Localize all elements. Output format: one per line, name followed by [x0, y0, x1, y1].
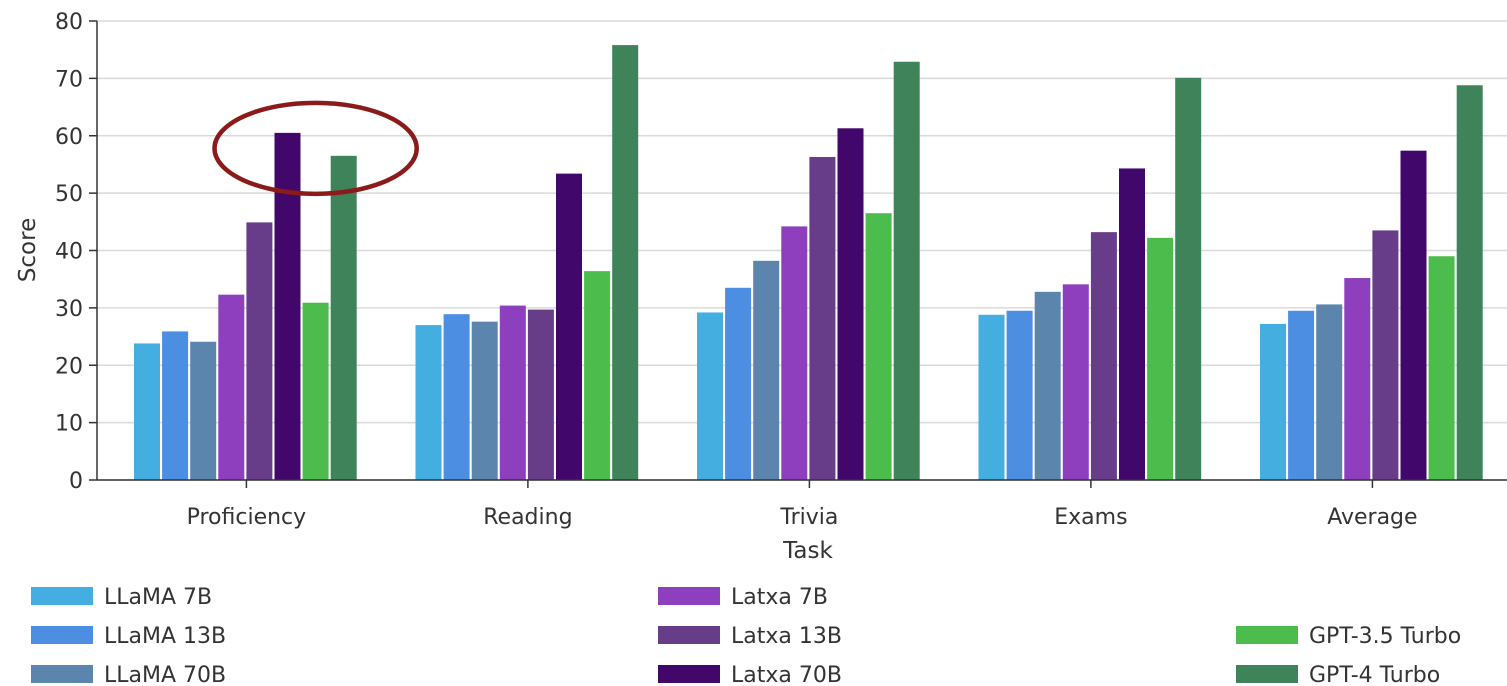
y-tick-label: 30 [55, 297, 83, 322]
bar-exams-llama-7b [978, 314, 1005, 480]
y-tick-label: 60 [55, 125, 83, 150]
legend-swatch [658, 665, 720, 683]
x-tick-label: Exams [1054, 505, 1127, 530]
bar-trivia-latxa-7b [781, 226, 808, 480]
bar-reading-latxa-70b [556, 173, 582, 480]
highlight-ellipse [212, 100, 419, 197]
legend-label: Latxa 70B [731, 663, 842, 686]
bar-trivia-llama-70b [753, 260, 780, 480]
legend-label: GPT-4 Turbo [1309, 663, 1440, 686]
bar-exams-gpt-4-turbo [1175, 77, 1202, 481]
y-tick-label: 80 [55, 10, 83, 35]
bar-proficiency-gpt-3-5-turbo [302, 302, 329, 480]
bar-proficiency-gpt-4-turbo [330, 155, 357, 481]
y-tick-label: 10 [55, 412, 83, 437]
x-axis-title: Task [782, 538, 833, 564]
bar-exams-latxa-70b [1119, 168, 1145, 481]
legend-label: LLaMA 70B [104, 663, 226, 686]
x-tick-label: Reading [483, 505, 572, 530]
legend-swatch [31, 665, 93, 683]
bar-trivia-gpt-3-5-turbo [865, 213, 892, 481]
legend: LLaMA 7B LLaMA 13B LLaMA 70B Latxa 7B Latxa … [31, 585, 1461, 686]
bar-average-latxa-70b [1400, 150, 1427, 481]
y-tick-label: 0 [69, 469, 83, 494]
bar-exams-llama-70b [1034, 291, 1061, 480]
bar-reading-llama-70b [471, 321, 498, 480]
bar-average-llama-13b [1288, 310, 1315, 480]
legend-swatch [658, 626, 720, 644]
bar-exams-latxa-13b [1090, 232, 1117, 480]
bar-proficiency-llama-7b [134, 343, 160, 480]
bar-reading-llama-13b [443, 314, 470, 480]
bar-average-latxa-7b [1344, 278, 1371, 480]
bar-average-gpt-3-5-turbo [1428, 256, 1455, 480]
y-tick-label: 50 [55, 182, 83, 207]
legend-swatch [1236, 665, 1298, 683]
legend-label: Latxa 13B [731, 624, 842, 649]
y-axis-ticks: 0 10 20 30 40 50 60 70 80 [55, 10, 97, 494]
x-axis-ticks: Proficiency Reading Trivia Exams Average [187, 480, 1418, 530]
legend-label: LLaMA 13B [104, 624, 226, 649]
legend-swatch [1236, 626, 1298, 644]
highlight-ellipse-shape [212, 100, 419, 197]
bar-exams-llama-13b [1006, 310, 1033, 480]
bar-trivia-llama-7b [697, 312, 723, 480]
bar-proficiency-latxa-7b [218, 294, 245, 480]
x-tick-label: Proficiency [187, 505, 307, 530]
bar-trivia-gpt-4-turbo [893, 61, 920, 481]
y-tick-label: 70 [55, 67, 83, 92]
bar-trivia-latxa-13b [809, 156, 836, 480]
legend-label: Latxa 7B [731, 585, 828, 610]
bar-average-latxa-13b [1372, 230, 1399, 480]
bar-reading-gpt-3-5-turbo [584, 271, 611, 480]
bar-trivia-llama-13b [725, 287, 752, 480]
y-tick-label: 40 [55, 240, 83, 265]
legend-label: GPT-3.5 Turbo [1309, 624, 1461, 649]
y-tick-label: 20 [55, 354, 83, 379]
bar-reading-gpt-4-turbo [612, 45, 639, 480]
bar-average-llama-7b [1260, 323, 1286, 480]
legend-label: LLaMA 7B [104, 585, 212, 610]
legend-swatch [31, 626, 93, 644]
bar-proficiency-llama-70b [190, 341, 217, 480]
bar-average-llama-70b [1316, 304, 1343, 480]
bar-exams-latxa-7b [1062, 284, 1089, 480]
y-axis-title: Score [15, 218, 41, 282]
legend-swatch [31, 587, 93, 605]
x-tick-label: Trivia [779, 505, 838, 530]
bar-reading-latxa-13b [527, 309, 554, 480]
bar-exams-gpt-3-5-turbo [1147, 237, 1174, 480]
bar-average-gpt-4-turbo [1456, 85, 1483, 480]
bar-trivia-latxa-70b [837, 128, 864, 480]
bar-proficiency-llama-13b [162, 331, 189, 480]
bar-proficiency-latxa-13b [246, 222, 273, 481]
legend-swatch [658, 587, 720, 605]
bar-reading-latxa-7b [499, 305, 526, 480]
bars [134, 45, 1483, 481]
bar-proficiency-latxa-70b [274, 132, 301, 480]
bar-reading-llama-7b [415, 325, 442, 480]
x-tick-label: Average [1327, 505, 1417, 530]
